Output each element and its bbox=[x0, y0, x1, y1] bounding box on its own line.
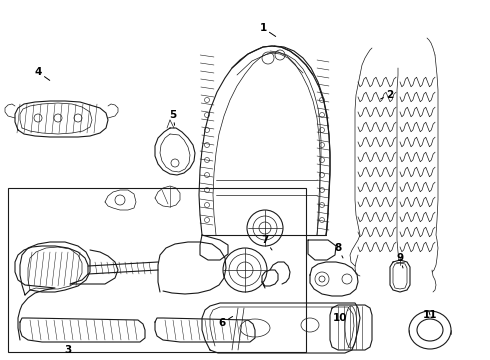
Text: 4: 4 bbox=[34, 67, 50, 80]
Bar bbox=[8, 188, 306, 352]
Text: 2: 2 bbox=[381, 90, 393, 100]
Text: 5: 5 bbox=[170, 110, 176, 125]
Text: 11: 11 bbox=[423, 310, 437, 320]
Text: 8: 8 bbox=[334, 243, 343, 258]
Text: 9: 9 bbox=[396, 253, 404, 268]
Text: 3: 3 bbox=[64, 345, 72, 355]
Text: 10: 10 bbox=[333, 310, 348, 323]
Text: 1: 1 bbox=[259, 23, 276, 36]
Text: 7: 7 bbox=[261, 235, 272, 250]
Text: 6: 6 bbox=[219, 316, 233, 328]
